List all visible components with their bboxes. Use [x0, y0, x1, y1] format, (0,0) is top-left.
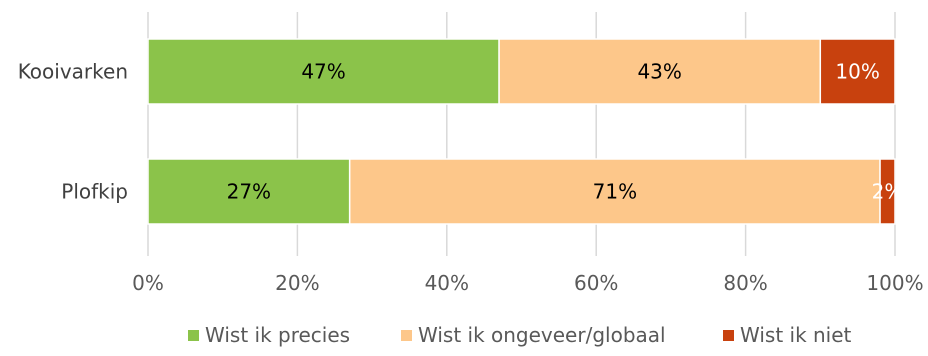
legend-item-niet: Wist ik niet: [723, 323, 851, 347]
bar-segment: [147, 158, 351, 225]
legend-item-globaal: Wist ik ongeveer/globaal: [401, 323, 666, 347]
stacked-bar-chart: 0% 20% 40% 60% 80% 100% 47% 43% 10% Kooivarken 27%…: [18, 12, 924, 295]
data-label: 47%: [301, 60, 345, 84]
bar-segment: [348, 158, 881, 225]
x-tick-label: 100%: [866, 271, 923, 295]
x-tick-label: 0%: [132, 271, 164, 295]
x-tick-label: 20%: [275, 271, 319, 295]
bar-segment: [879, 158, 896, 225]
category-label: Kooivarken: [18, 60, 128, 84]
legend-swatch-niet: [723, 329, 734, 341]
legend-item-precies: Wist ik precies: [188, 323, 350, 347]
data-label: 43%: [637, 60, 681, 84]
bar-segment: [819, 38, 896, 105]
legend-swatch-globaal: [401, 329, 412, 341]
data-label: 10%: [835, 60, 879, 84]
category-label: Plofkip: [61, 180, 128, 204]
data-label: 27%: [227, 180, 271, 204]
data-label: 2%: [872, 180, 904, 204]
legend-label-globaal: Wist ik ongeveer/globaal: [418, 323, 666, 347]
data-label: 71%: [593, 180, 637, 204]
x-tick-label: 40%: [425, 271, 469, 295]
bar-segment: [147, 38, 500, 105]
legend-swatch-precies: [188, 329, 199, 341]
x-tick-label: 60%: [574, 271, 618, 295]
legend: Wist ik precies Wist ik ongeveer/globaal…: [0, 323, 928, 353]
legend-label-niet: Wist ik niet: [740, 323, 852, 347]
legend-label-precies: Wist ik precies: [205, 323, 351, 347]
x-tick-label: 80%: [723, 271, 767, 295]
